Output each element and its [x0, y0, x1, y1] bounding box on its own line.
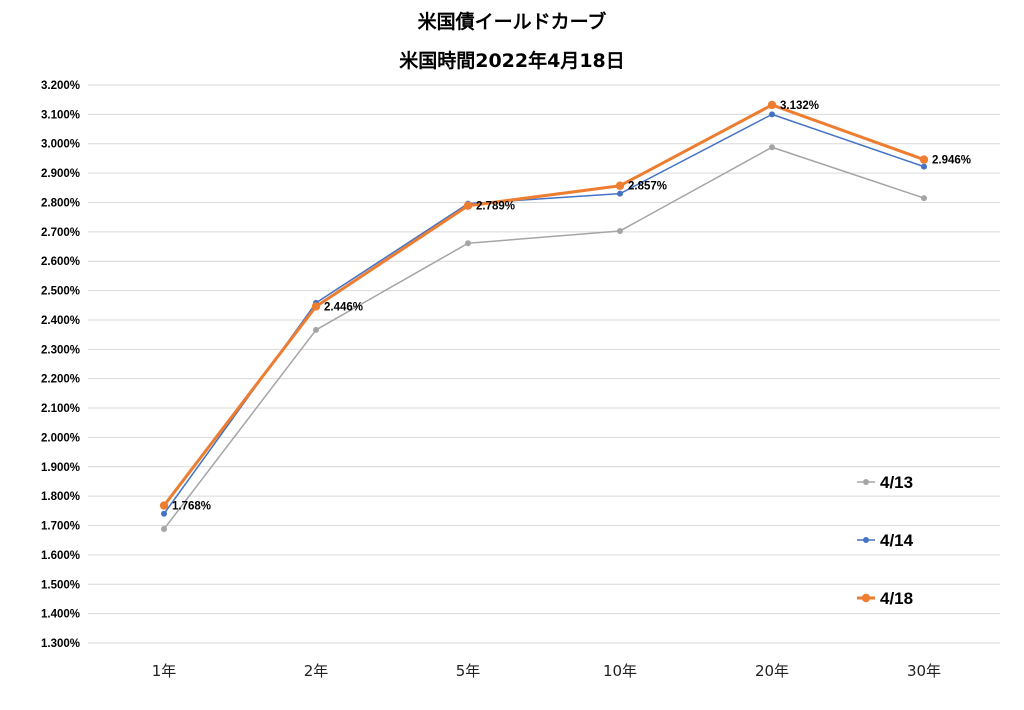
y-tick-label: 2.100%: [41, 403, 80, 415]
y-tick-label: 1.600%: [41, 550, 80, 562]
data-point: [769, 111, 775, 118]
y-tick-label: 2.300%: [41, 344, 80, 356]
legend-label: 4/13: [880, 473, 913, 492]
x-tick-label: 20年: [755, 662, 789, 680]
y-tick-label: 1.800%: [41, 491, 80, 503]
x-axis: 1年 2年 5年 10年 20年 30年: [152, 662, 941, 680]
series-4-13: [161, 144, 927, 533]
data-point: [769, 144, 775, 151]
data-point: [615, 181, 625, 190]
data-point: [465, 240, 471, 247]
gridlines: [88, 84, 1000, 644]
series-4-18: [159, 100, 929, 510]
series-group: [159, 100, 929, 533]
data-point: [617, 227, 623, 234]
x-tick-label: 30年: [907, 662, 941, 680]
data-point: [161, 510, 167, 517]
x-tick-label: 10年: [603, 662, 637, 680]
y-tick-label: 2.200%: [41, 374, 80, 386]
y-tick-label: 3.000%: [41, 139, 80, 151]
series-line: [163, 146, 925, 530]
legend-label: 4/14: [880, 531, 914, 550]
data-label: 2.857%: [628, 181, 667, 193]
data-point: [311, 302, 321, 311]
data-point: [313, 326, 319, 333]
data-point: [159, 501, 169, 510]
y-tick-label: 2.600%: [41, 256, 80, 268]
data-point: [161, 526, 167, 533]
y-tick-label: 2.000%: [41, 432, 80, 444]
data-point: [617, 190, 623, 197]
data-label: 2.946%: [932, 155, 971, 167]
y-axis: 1.300% 1.400% 1.500% 1.600% 1.700% 1.800% 1.90…: [41, 80, 80, 650]
y-tick-label: 1.900%: [41, 462, 80, 474]
y-tick-label: 3.200%: [41, 80, 80, 92]
legend-swatch-marker: [863, 479, 869, 485]
y-tick-label: 2.400%: [41, 315, 80, 327]
data-label: 2.446%: [324, 301, 363, 313]
data-labels: 1.768% 2.446% 2.789% 2.857% 3.132% 2.946%: [172, 100, 971, 513]
legend-swatch-marker: [861, 593, 871, 603]
y-tick-label: 1.300%: [41, 638, 80, 650]
y-tick-label: 3.100%: [41, 109, 80, 121]
series-4-14: [161, 111, 927, 517]
data-label: 1.768%: [172, 501, 211, 513]
series-line: [163, 113, 925, 515]
y-tick-label: 2.500%: [41, 286, 80, 298]
y-tick-label: 2.800%: [41, 197, 80, 209]
chart-title: 米国債イールドカーブ: [418, 10, 607, 33]
legend-swatch-marker: [863, 537, 869, 543]
data-point: [767, 100, 777, 110]
data-point: [463, 201, 473, 210]
x-tick-label: 1年: [152, 662, 177, 680]
y-tick-label: 1.500%: [41, 579, 80, 591]
x-tick-label: 2年: [304, 662, 329, 680]
data-point: [919, 155, 929, 164]
y-tick-label: 1.700%: [41, 521, 80, 533]
chart-subtitle: 米国時間2022年4月18日: [399, 49, 625, 72]
data-label: 3.132%: [780, 100, 819, 112]
data-point: [921, 195, 927, 202]
y-tick-label: 1.400%: [41, 609, 80, 621]
legend-label: 4/18: [880, 589, 913, 608]
series-line: [162, 103, 925, 507]
y-tick-label: 2.900%: [41, 168, 80, 180]
x-tick-label: 5年: [456, 662, 481, 680]
data-label: 2.789%: [476, 201, 515, 213]
y-tick-label: 2.700%: [41, 227, 80, 239]
data-point: [921, 163, 927, 170]
legend: 4/13 4/14 4/18: [857, 473, 914, 608]
